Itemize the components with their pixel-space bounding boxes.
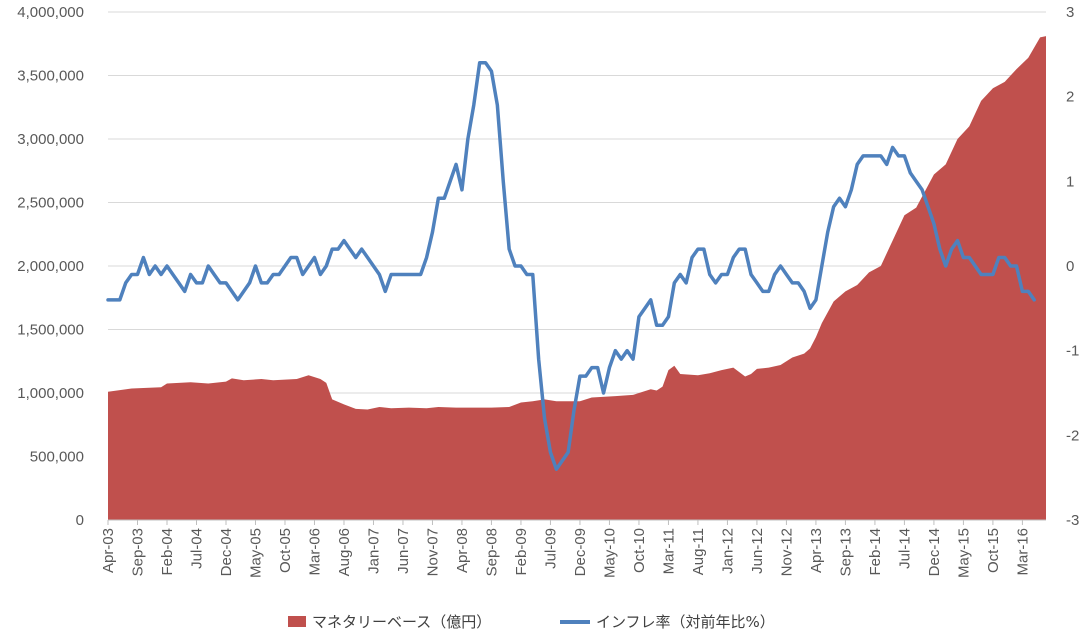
- left-axis-tick-label: 2,000,000: [17, 258, 84, 275]
- left-axis-tick-label: 1,500,000: [17, 322, 84, 339]
- right-axis-tick-label: 0: [1066, 258, 1074, 275]
- x-axis-tick-label: Oct-05: [277, 528, 294, 573]
- right-axis-tick-labels: -3 -2 -1 0 1 2 3: [1066, 4, 1079, 529]
- series-monetary-base-area: [108, 36, 1046, 520]
- left-axis-tick-label: 3,500,000: [17, 68, 84, 85]
- right-axis-tick-label: -3: [1066, 512, 1079, 529]
- x-axis-tick-label: Feb-14: [867, 528, 884, 576]
- x-axis-tick-label: Sep-03: [130, 528, 147, 576]
- x-axis-tick-label: Feb-09: [513, 528, 530, 576]
- left-axis-tick-label: 1,000,000: [17, 385, 84, 402]
- x-axis-tick-label: Jul-14: [896, 528, 913, 569]
- left-axis-tick-label: 500,000: [30, 449, 84, 466]
- x-axis-tick-label: Nov-12: [778, 528, 795, 576]
- x-axis-tick-label: Apr-08: [454, 528, 471, 573]
- line-series-layer: [106, 61, 1036, 471]
- legend-label-inflation: インフレ率（対前年比%）: [596, 613, 775, 631]
- left-axis-tick-label: 3,000,000: [17, 131, 84, 148]
- x-axis-tick-label: Jan-07: [365, 528, 382, 574]
- legend-swatch-monetary-base: [288, 616, 306, 627]
- x-axis-tick-label: Mar-06: [306, 528, 323, 576]
- x-axis-tick-label: Feb-04: [159, 528, 176, 576]
- legend: マネタリーベース（億円） インフレ率（対前年比%）: [288, 613, 775, 631]
- right-axis-tick-label: 3: [1066, 4, 1074, 21]
- x-axis-tick-label: Mar-11: [660, 528, 677, 574]
- right-axis-tick-label: 2: [1066, 89, 1074, 106]
- left-axis-tick-label: 2,500,000: [17, 195, 84, 212]
- x-axis-tick-label: Nov-07: [424, 528, 441, 576]
- x-axis-tick-label: Jan-12: [719, 528, 736, 574]
- x-axis-tick-label: Apr-13: [808, 528, 825, 573]
- left-axis-tick-label: 4,000,000: [17, 4, 84, 21]
- x-axis-tick-label: Aug-11: [690, 528, 707, 575]
- x-axis-tick-label: May-15: [955, 528, 972, 578]
- x-axis-tick-label: Jun-12: [749, 528, 766, 574]
- legend-label-monetary-base: マネタリーベース（億円）: [312, 613, 491, 631]
- x-axis-tick-label: Jul-04: [188, 528, 205, 569]
- x-axis-tick-label: Sep-08: [483, 528, 500, 576]
- x-axis-tick-label: Oct-10: [631, 528, 648, 573]
- x-axis-tick-label: Mar-16: [1014, 528, 1031, 576]
- x-axis-tick-label: Jul-09: [542, 528, 559, 569]
- x-axis-tick-label: May-10: [601, 528, 618, 578]
- left-axis-tick-labels: 0 500,000 1,000,000 1,500,000 2,000,000 2,500…: [17, 4, 84, 529]
- right-axis-tick-label: 1: [1066, 173, 1074, 190]
- x-axis-tick-label: May-05: [247, 528, 264, 578]
- x-axis-tick-label: Dec-04: [218, 528, 235, 576]
- series-inflation-line: [106, 61, 1036, 471]
- x-axis-tick-label: Apr-03: [100, 528, 117, 573]
- right-axis-tick-label: -2: [1066, 427, 1079, 444]
- x-axis-tick-label: Oct-15: [985, 528, 1002, 573]
- area-series-layer: [108, 36, 1046, 520]
- right-axis-tick-label: -1: [1066, 343, 1079, 360]
- x-axis-tick-label: Sep-13: [837, 528, 854, 576]
- axes: [107, 519, 1046, 525]
- x-axis-tick-label: Dec-14: [926, 528, 943, 576]
- left-axis-tick-label: 0: [76, 512, 84, 529]
- x-axis-tick-label: Jun-07: [395, 528, 412, 574]
- x-axis-tick-labels: Apr-03 Sep-03 Feb-04 Jul-04 Dec-04 May-05 Oct-…: [100, 528, 1031, 578]
- x-axis-tick-label: Dec-09: [572, 528, 589, 576]
- x-axis-tick-label: Aug-06: [336, 528, 353, 576]
